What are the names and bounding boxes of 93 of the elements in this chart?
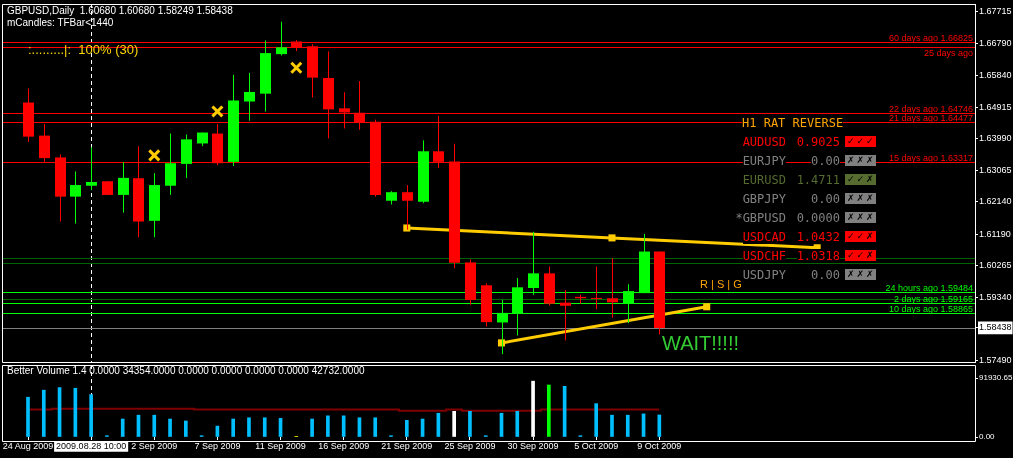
text: 1.4711 (796, 172, 840, 187)
text: 0.0000 (796, 210, 840, 225)
annotation: ✗✗✗ (845, 269, 876, 280)
point (403, 224, 411, 232)
ref-line-label: 25 days ago (923, 48, 973, 58)
candlestick (559, 289, 572, 342)
bar (625, 414, 630, 437)
y-tick-label: 1.57490 (979, 354, 1012, 365)
category-label: *GBPUSD (735, 210, 786, 225)
candlestick (164, 133, 177, 196)
annotation: ✓✓✗ (845, 174, 876, 185)
y-tick-label: 1.62140 (979, 196, 1012, 207)
point (608, 234, 616, 242)
annotation: ✗✗✗ (845, 155, 876, 166)
bar (310, 418, 314, 437)
x-tick-label: 16 Sep 2009 (318, 440, 370, 451)
category-label: AUDUSD (742, 134, 786, 149)
bar (152, 414, 157, 437)
x-tick-label: 25 Sep 2009 (444, 440, 496, 451)
bar (231, 418, 236, 437)
y-tick-label: 1.64915 (979, 101, 1012, 112)
x-tick-label: 9 Oct 2009 (637, 440, 682, 451)
x-tick-label: 21 Sep 2009 (381, 440, 433, 451)
annotation: ✗✗✗ (845, 212, 876, 223)
category-label: USDCAD (742, 229, 786, 244)
x-tick-label: 11 Sep 2009 (255, 440, 306, 451)
y-tick-label: 1.59340 (979, 291, 1012, 302)
candlestick (590, 266, 603, 310)
bar (184, 420, 188, 437)
x-tick-label: 2009.08.28 10:00 (56, 440, 127, 451)
bar (262, 417, 267, 437)
point (147, 148, 161, 162)
text: 0.9025 (796, 134, 840, 149)
bar (89, 394, 93, 437)
candlestick (275, 21, 288, 56)
annotation: ✗✗✗ (845, 193, 876, 204)
annotation: ✓✓✗ (845, 250, 876, 261)
text: H1 RAT REVERSE (742, 115, 844, 130)
bar (168, 418, 172, 437)
bar (531, 380, 535, 437)
bar (26, 396, 30, 437)
category-label: USDJPY (742, 267, 786, 282)
bar (594, 403, 599, 437)
point (210, 104, 224, 118)
bar (468, 411, 472, 437)
y-tick-label: 1.58438 (979, 322, 1012, 333)
y-tick-label: 1.63990 (979, 133, 1012, 144)
text: 1.0432 (796, 229, 840, 244)
candlestick (606, 257, 619, 319)
chart-title: Better Volume 1.4 0.0000 34354.0000 0.0000 0.0000 0.0000 0.0000 42732.0000 (7, 365, 365, 376)
text: 0.00 (811, 267, 840, 282)
bar (404, 419, 409, 437)
category-label: EURJPY (742, 153, 786, 168)
text: 0.00 (811, 153, 840, 168)
text: 1.0318 (796, 248, 840, 263)
text: 0.00 (811, 191, 840, 206)
bar (547, 384, 551, 437)
category-label: EURUSD (742, 172, 786, 187)
text: mCandles: TFBar<1440 (7, 17, 114, 28)
bar (610, 414, 614, 437)
annotation: WAIT!!!!! (662, 332, 740, 354)
annotation: ✓✓✓ (845, 136, 876, 147)
y-tick-label: 91930.65 (979, 373, 1013, 383)
y-tick-label: 1.67715 (979, 6, 1012, 17)
y-tick-label: 1.63065 (979, 164, 1012, 175)
bar (41, 389, 46, 437)
x-tick-label: 2 Sep 2009 (131, 440, 178, 451)
x-tick-label: 24 Aug 2009 (2, 440, 54, 451)
bar (515, 411, 520, 437)
candlestick (243, 72, 256, 122)
chart-title: GBPUSD,Daily 1.60680 1.60680 1.58249 1.58438 (7, 5, 233, 16)
annotation: ✓✓✗ (845, 231, 876, 242)
candlestick (69, 170, 82, 225)
category-label: USDCHF (742, 248, 786, 263)
y-tick-label: 0.00 (979, 432, 996, 442)
bar (326, 415, 330, 437)
y-tick-label: 1.60265 (979, 260, 1012, 271)
candlestick (117, 161, 130, 214)
candlestick (85, 146, 98, 191)
point (289, 61, 303, 75)
y-tick-label: 1.66790 (979, 37, 1012, 48)
y-tick-label: 1.65840 (979, 70, 1012, 81)
bar (373, 417, 378, 437)
x-tick-label: 5 Oct 2009 (574, 440, 619, 451)
category-label: GBPJPY (742, 191, 786, 206)
x-tick-label: 30 Sep 2009 (507, 440, 559, 451)
point (703, 303, 711, 311)
bar (247, 417, 251, 437)
bar (452, 411, 456, 437)
y-tick-label: 1.61190 (979, 228, 1011, 239)
bar (120, 418, 125, 437)
x-tick-label: 7 Sep 2009 (194, 440, 241, 451)
annotation: R | S | G (700, 278, 742, 290)
